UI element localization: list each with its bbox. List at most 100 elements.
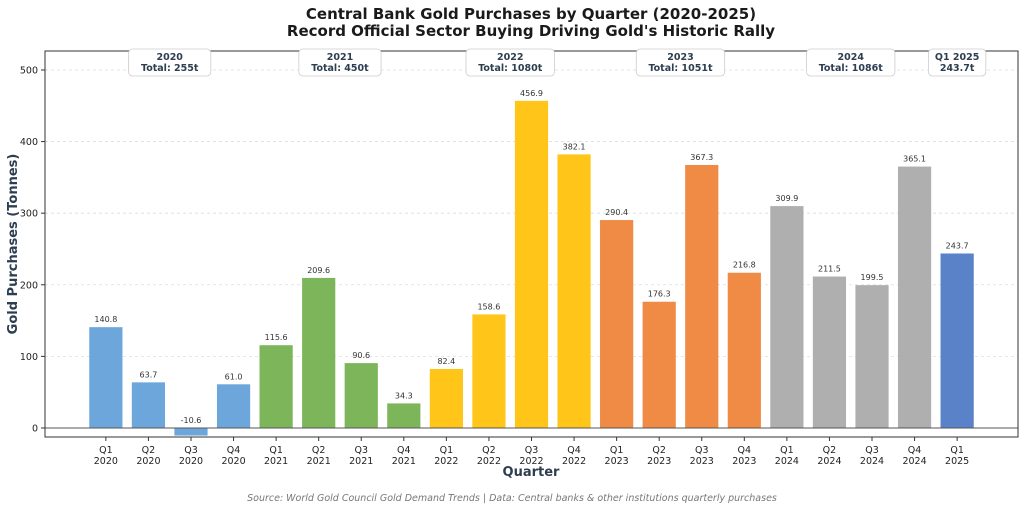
year-total-value: Total: 1080t	[478, 63, 543, 74]
x-tick-label: 2022	[519, 456, 543, 467]
bar-value-label: 243.7	[946, 241, 969, 250]
bar-value-label: 211.5	[818, 265, 841, 274]
x-tick-label: Q2	[312, 445, 326, 456]
year-total-label: Q1 2025	[935, 52, 979, 63]
bar-value-label: 61.0	[225, 372, 243, 381]
year-total-value: Total: 255t	[141, 63, 199, 74]
bar-value-label: 309.9	[775, 194, 798, 203]
year-total-box	[806, 48, 896, 77]
chart-subtitle: Record Official Sector Buying Driving Go…	[287, 22, 775, 40]
year-total-value: Total: 1051t	[648, 63, 713, 74]
bar	[642, 301, 676, 428]
year-total-value: Total: 1086t	[819, 63, 884, 74]
bar-value-label: 367.3	[690, 153, 713, 162]
bar	[727, 272, 761, 428]
x-tick-label: Q4	[738, 445, 752, 456]
bar-value-label: 63.7	[140, 370, 158, 379]
x-tick-label: Q2	[482, 445, 496, 456]
x-tick-label: 2021	[264, 456, 288, 467]
x-tick-label: 2020	[179, 456, 203, 467]
x-tick-label: Q1	[99, 445, 113, 456]
bar	[940, 253, 974, 428]
x-tick-label: Q3	[354, 445, 368, 456]
bar-value-label: 199.5	[861, 273, 884, 282]
x-tick-label: Q3	[525, 445, 539, 456]
bar	[387, 403, 421, 428]
bar	[812, 276, 847, 428]
x-tick-label: 2020	[136, 456, 160, 467]
y-tick-label: 0	[32, 423, 38, 434]
y-axis-label: Gold Purchases (Tonnes)	[6, 154, 21, 335]
year-total-box	[298, 48, 382, 77]
x-tick-label: 2020	[221, 456, 245, 467]
x-tick-label: Q1	[950, 445, 964, 456]
bar	[897, 166, 932, 428]
x-tick-label: 2022	[477, 456, 501, 467]
bar-value-label: 209.6	[307, 266, 330, 275]
bar-value-label: 90.6	[352, 351, 370, 360]
bar	[344, 363, 378, 428]
bar	[514, 100, 549, 428]
y-tick-label: 400	[20, 137, 38, 148]
y-tick-label: 300	[20, 209, 38, 220]
year-total-box	[928, 48, 987, 77]
x-tick-label: 2023	[605, 456, 629, 467]
x-tick-label: 2023	[690, 456, 714, 467]
x-tick-label: 2022	[562, 456, 586, 467]
x-tick-label: 2023	[732, 456, 756, 467]
x-tick-label: 2024	[775, 456, 799, 467]
year-total-box	[635, 48, 726, 77]
x-tick-label: 2021	[307, 456, 331, 467]
x-tick-label: 2020	[94, 456, 118, 467]
bar-value-label: 34.3	[395, 391, 413, 400]
bar	[259, 345, 293, 428]
bar-value-label: 140.8	[94, 315, 117, 324]
x-tick-label: Q3	[184, 445, 198, 456]
bar-value-label: 176.3	[648, 290, 671, 299]
bar	[429, 368, 463, 428]
bar-value-label: 365.1	[903, 155, 926, 164]
x-tick-label: Q4	[908, 445, 922, 456]
bar-value-label: 82.4	[437, 357, 455, 366]
x-tick-label: Q4	[567, 445, 581, 456]
bar-value-label: 382.1	[563, 142, 586, 151]
bar-value-label: -10.6	[181, 416, 202, 425]
year-total-label: 2023	[667, 52, 693, 63]
bar	[472, 314, 506, 428]
bar	[557, 154, 591, 428]
year-total-label: 2024	[837, 52, 864, 63]
x-tick-label: Q2	[652, 445, 666, 456]
bar	[600, 220, 634, 428]
x-tick-label: Q1	[780, 445, 794, 456]
year-total-label: 2020	[156, 52, 183, 63]
year-total-label: 2022	[497, 52, 523, 63]
bar-value-label: 456.9	[520, 89, 543, 98]
bar	[216, 384, 251, 428]
source-note: Source: World Gold Council Gold Demand T…	[247, 493, 777, 504]
bar-value-label: 216.8	[733, 261, 756, 270]
bar-value-label: 158.6	[477, 302, 500, 311]
x-tick-label: 2023	[647, 456, 671, 467]
y-tick-label: 100	[20, 352, 38, 363]
x-tick-label: Q1	[610, 445, 624, 456]
y-tick-label: 200	[20, 280, 38, 291]
x-tick-label: 2024	[902, 456, 926, 467]
x-tick-label: Q2	[823, 445, 837, 456]
chart-title: Central Bank Gold Purchases by Quarter (…	[306, 5, 756, 23]
x-tick-label: Q4	[397, 445, 411, 456]
bar	[131, 382, 166, 428]
year-total-value: 243.7t	[940, 63, 975, 74]
year-total-box	[465, 48, 555, 77]
x-tick-label: Q1	[269, 445, 283, 456]
x-tick-label: Q3	[865, 445, 879, 456]
x-tick-label: Q1	[440, 445, 454, 456]
year-total-value: Total: 450t	[311, 63, 369, 74]
bar	[89, 327, 123, 428]
bar	[174, 427, 208, 436]
bar	[855, 285, 889, 428]
bar	[770, 206, 804, 428]
y-tick-label: 500	[20, 65, 38, 76]
bar-value-label: 115.6	[265, 333, 288, 342]
bar	[302, 277, 336, 428]
